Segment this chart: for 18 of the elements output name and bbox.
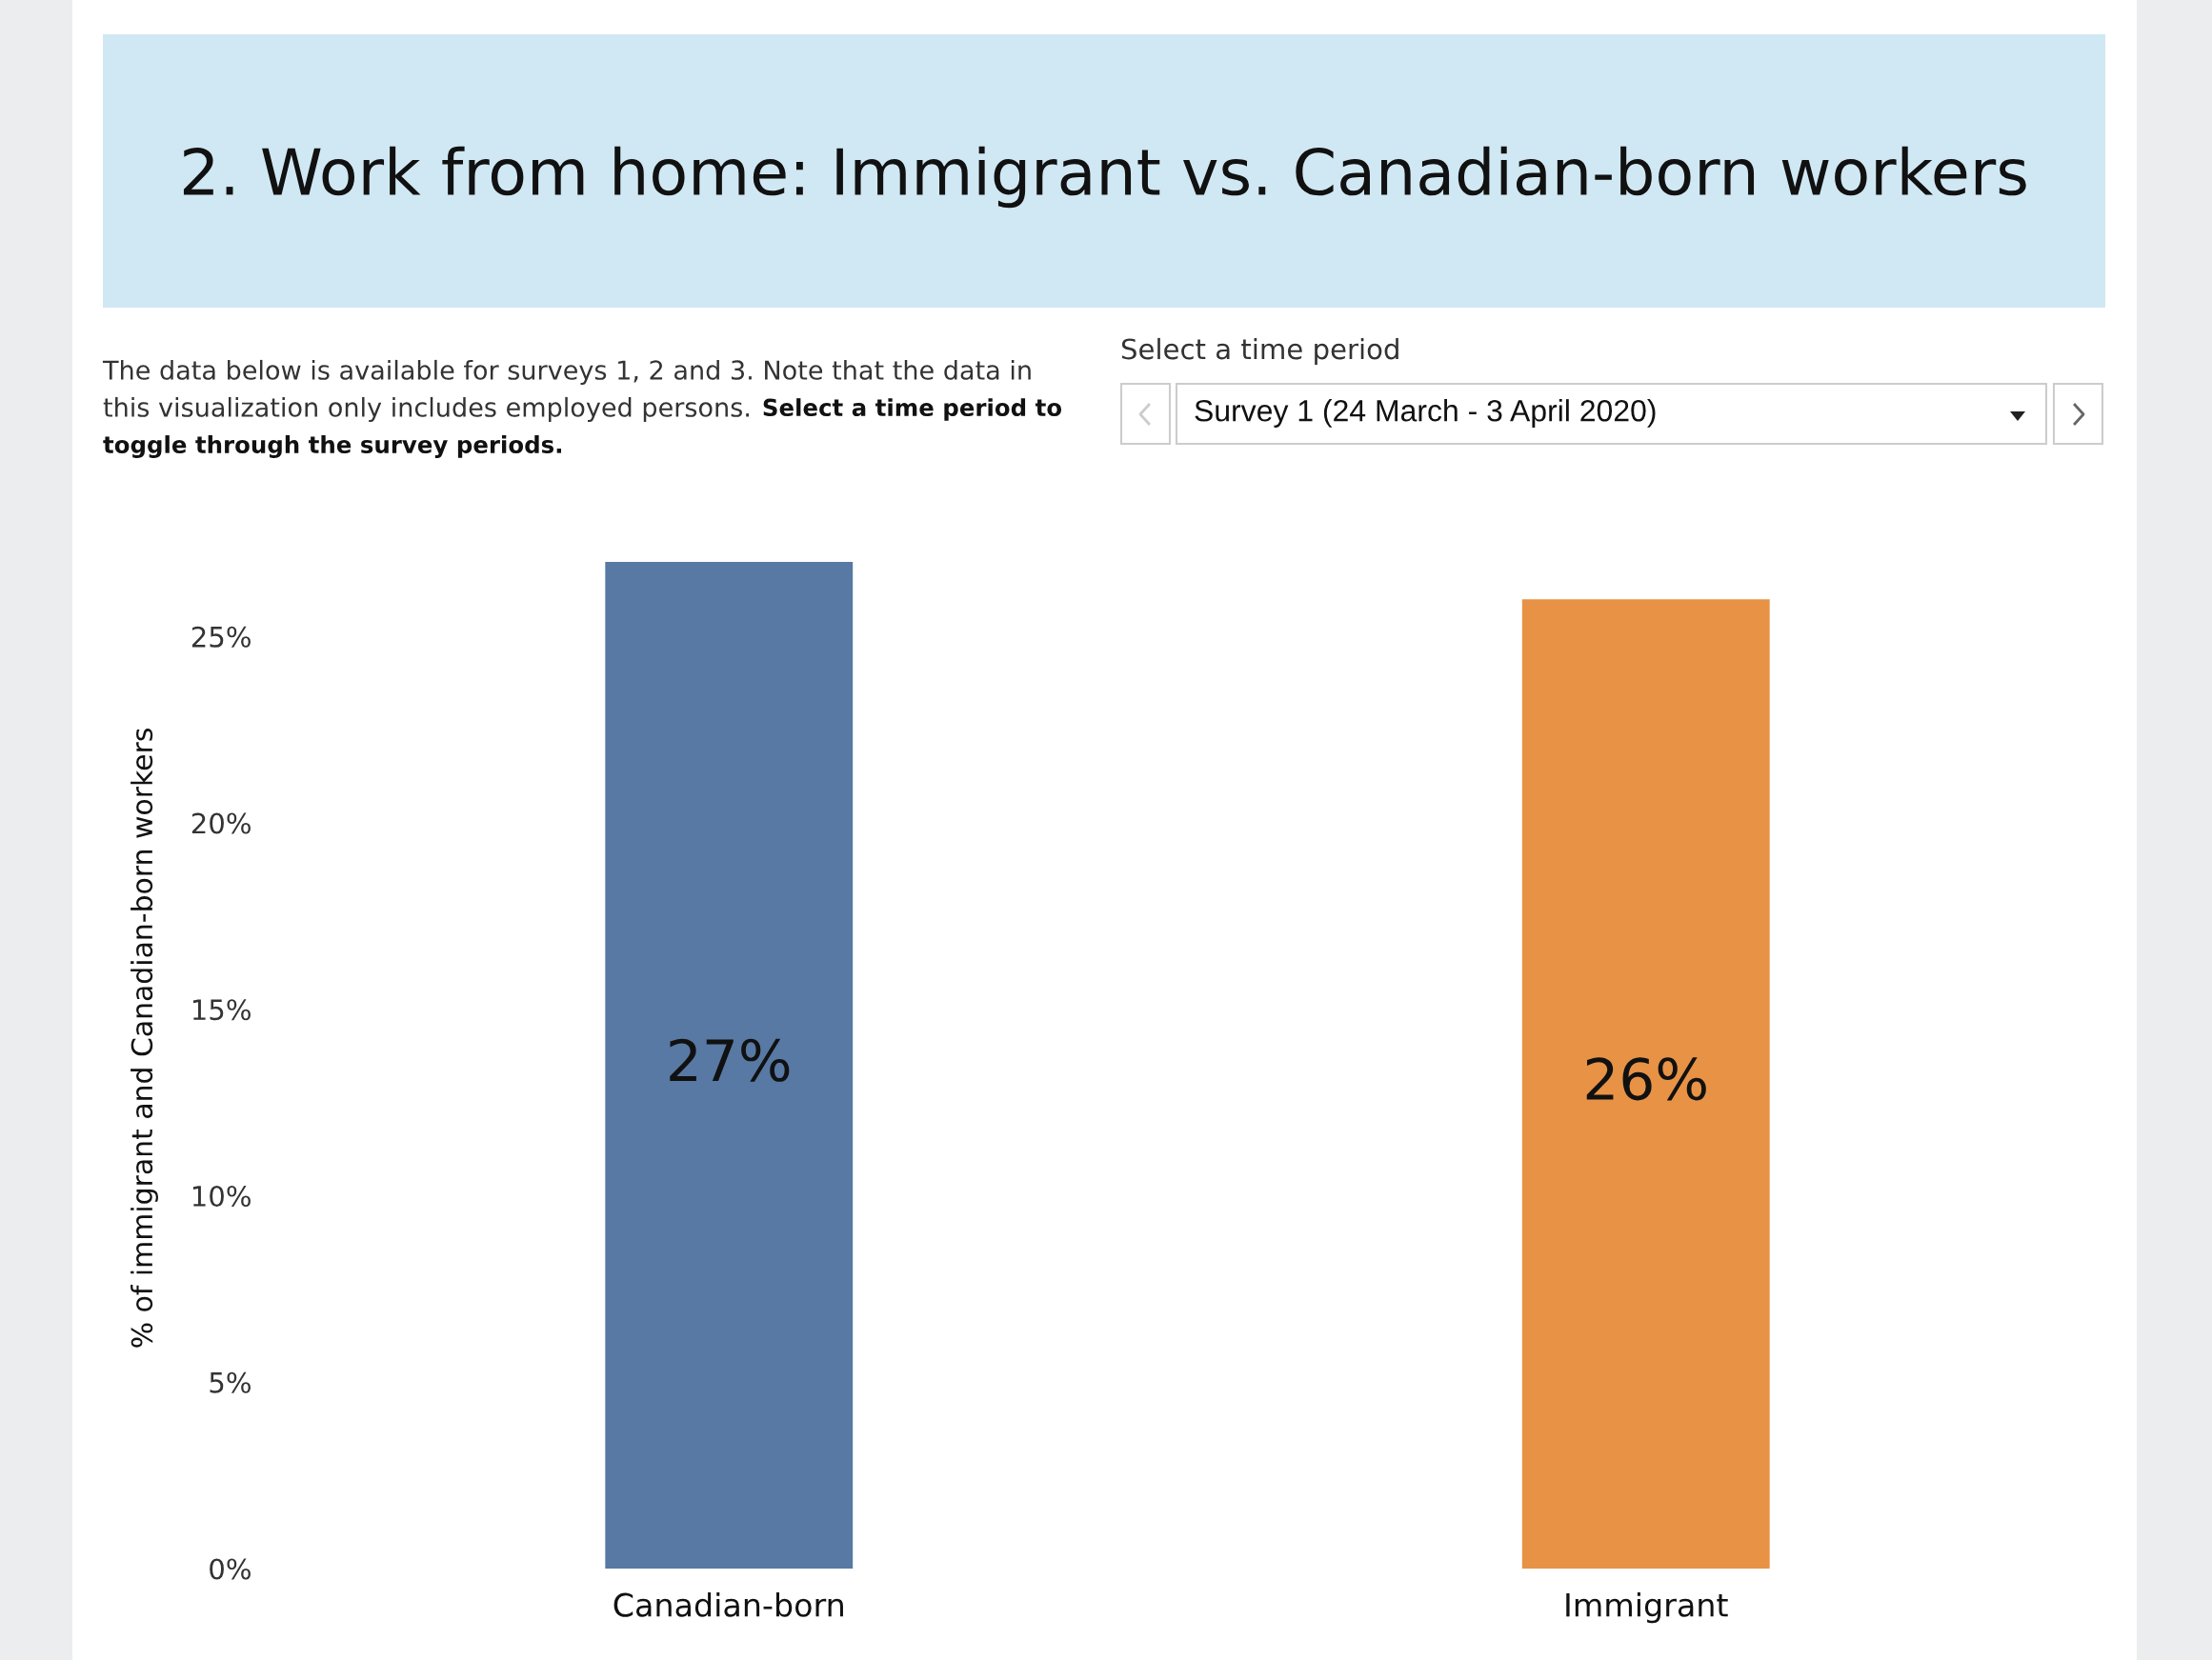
text: this visualization only includes employed persons. [103,396,749,423]
y-tick-label: 25% [191,626,251,648]
y-tick-label: 20% [191,812,251,834]
text: toggle through the survey periods. [103,435,561,458]
y-tick-label: 5% [210,1371,251,1393]
x-tick-label: Immigrant [1566,1592,1728,1624]
text: Select a time period [1121,337,1398,366]
data-label: 27% [670,1038,790,1082]
text: Select a time period to [763,398,1062,421]
data-label: 26% [1586,1057,1706,1101]
y-tick-label: 10% [192,1185,251,1208]
y-tick-label: 0% [210,1558,251,1580]
text: The data below is available for surveys 1, 2 and 3. Note that the data in [102,359,1031,386]
y-axis-title: % of immigrant and Canadian-born workers [131,729,158,1348]
x-tick-label: Canadian-born [613,1592,843,1617]
chart-title: 2. Work from home: Immigrant vs. Canadian-born workers [183,146,2026,209]
text: Survey 1 (24 March - 3 April 2020) [1195,399,1656,428]
y-tick-label: 15% [192,999,251,1021]
